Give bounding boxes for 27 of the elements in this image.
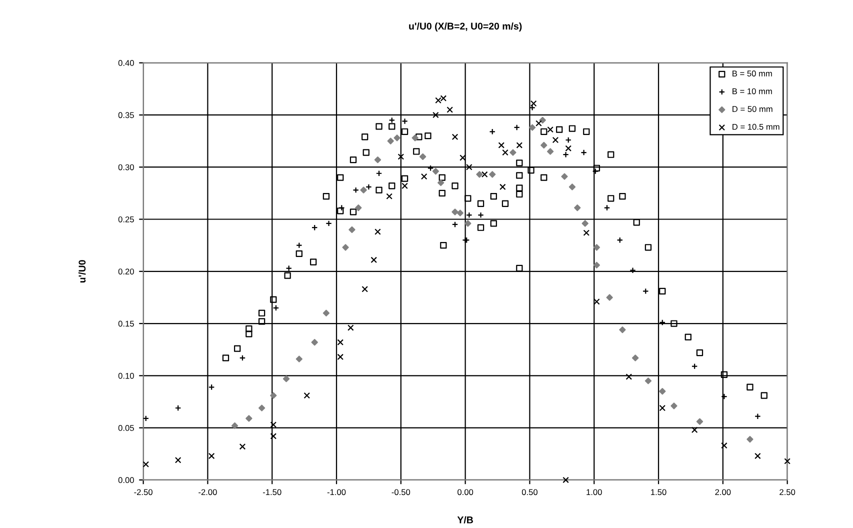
y-tick-label: 0.30 (118, 164, 134, 170)
y-tick-label: 0.00 (118, 477, 134, 484)
x-tick-label: -1.00 (327, 489, 346, 496)
x-tick-label: -2.00 (198, 489, 217, 496)
x-tick-label: 0.50 (522, 489, 538, 496)
x-tick-label: 2.50 (780, 489, 796, 496)
x-tick-label: 2.00 (715, 489, 731, 496)
legend-label: D = 10.5 mm (732, 124, 780, 130)
legend-label: D = 50 mm (732, 106, 772, 112)
y-tick-label: 0.20 (118, 268, 134, 274)
legend-label: B = 50 mm (732, 70, 772, 76)
chart-title: u'/U0 (X/B=2, U0=20 m/s) (409, 22, 522, 32)
x-tick-label: -0.50 (392, 489, 410, 496)
y-tick-label: 0.15 (118, 320, 134, 327)
x-tick-label: -1.50 (262, 489, 282, 496)
x-axis-title: Y/B (457, 516, 473, 524)
x-tick-label: 0.00 (458, 489, 474, 496)
y-tick-label: 0.10 (118, 372, 134, 379)
y-tick-label: 0.40 (118, 60, 134, 66)
y-tick-label: 0.35 (118, 112, 134, 118)
x-tick-label: 1.00 (586, 489, 602, 496)
x-tick-label: 1.50 (651, 489, 666, 496)
legend-label: B = 10 mm (732, 88, 772, 94)
y-tick-label: 0.25 (118, 216, 134, 222)
x-tick-label: -2.50 (134, 489, 152, 496)
y-axis-title: u'/U0 (78, 260, 86, 282)
y-tick-label: 0.05 (118, 425, 134, 431)
